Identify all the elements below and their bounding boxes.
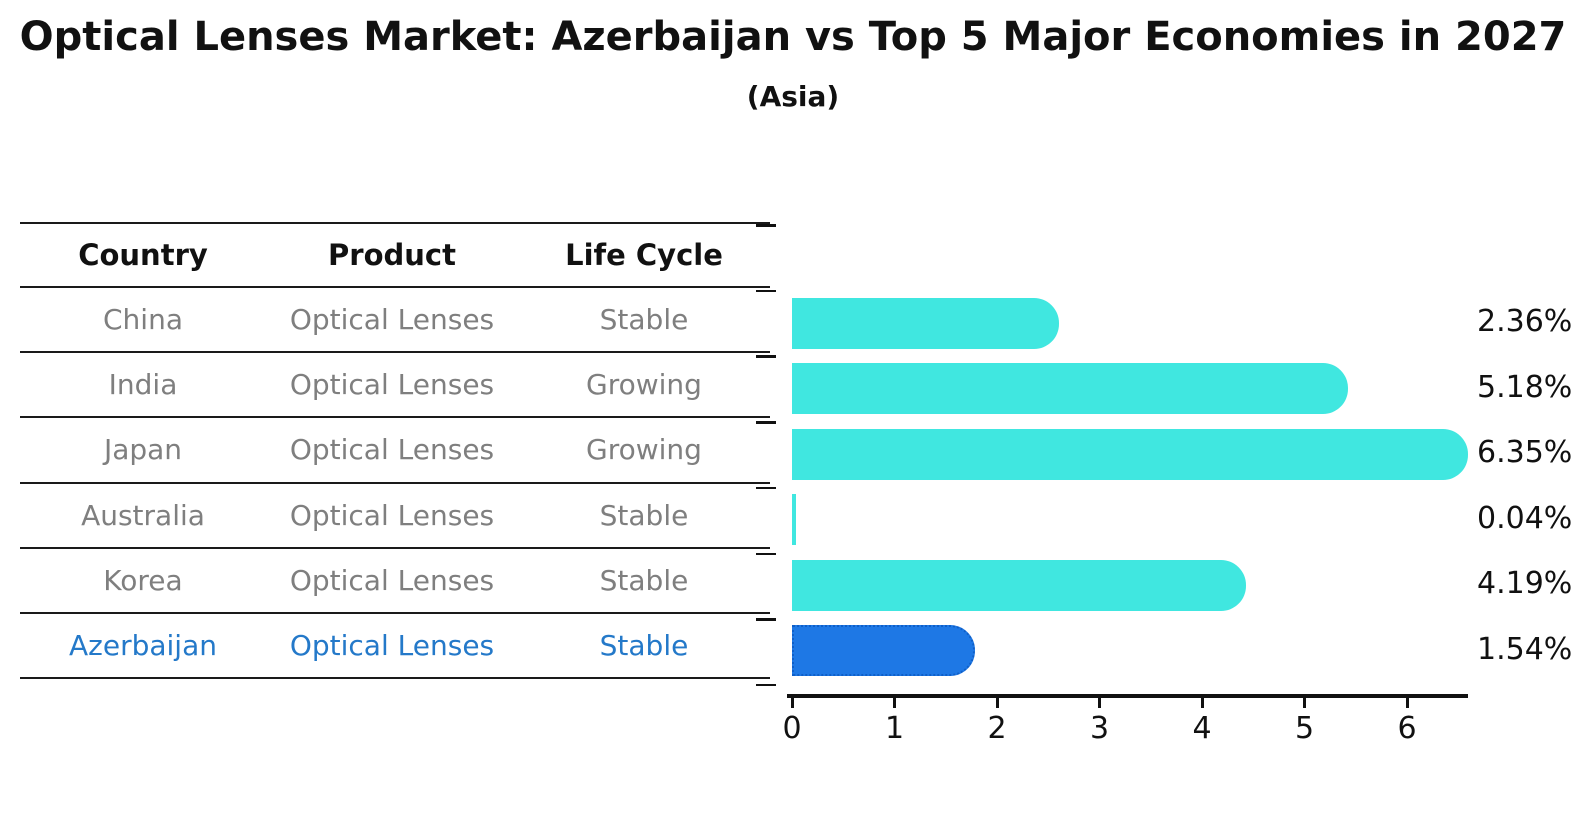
y-tick-mark-1: [756, 289, 776, 293]
table-header-product: Product: [328, 238, 456, 272]
x-tick-label-6: 6: [1397, 711, 1417, 746]
table-row-china: China Optical Lenses Stable: [20, 288, 770, 354]
y-tick-mark-0: [756, 224, 776, 227]
cell-product: Optical Lenses: [289, 498, 495, 532]
cell-life-cycle: Stable: [599, 498, 689, 532]
value-label-india: 5.18%: [1477, 369, 1573, 405]
cell-country: India: [108, 368, 178, 402]
table-body: China Optical Lenses Stable India Optical Le…: [20, 288, 770, 680]
y-tick-mark-6: [756, 618, 776, 621]
y-tick-mark-4: [756, 486, 776, 490]
country-table: Country Product Life Cycle China Optical …: [20, 222, 770, 680]
x-tick-mark-1: [893, 697, 896, 708]
cell-country: Australia: [81, 498, 205, 532]
cell-life-cycle: Growing: [586, 433, 702, 467]
x-tick-mark-3: [1098, 697, 1101, 708]
table-row-australia: Australia Optical Lenses Stable: [20, 484, 770, 549]
x-tick-mark-5: [1303, 697, 1306, 708]
table-row-azerbaijan: Azerbaijan Optical Lenses Stable: [20, 614, 770, 680]
x-tick-mark-6: [1405, 697, 1409, 708]
y-tick-mark-2: [756, 355, 776, 358]
cell-country: Japan: [103, 433, 183, 467]
bar-azerbaijan: [792, 625, 975, 676]
table-header-country: Country: [78, 238, 208, 272]
chart-subtitle: (Asia): [746, 80, 840, 113]
table-row-korea: Korea Optical Lenses Stable: [20, 549, 770, 614]
table-row-india: India Optical Lenses Growing: [20, 353, 770, 419]
x-tick-mark-0: [790, 697, 794, 708]
x-tick-label-2: 2: [987, 711, 1007, 746]
value-label-japan: 6.35%: [1477, 435, 1573, 470]
table-header-life-cycle: Life Cycle: [565, 238, 723, 272]
table-row-japan: Japan Optical Lenses Growing: [20, 418, 770, 484]
cell-life-cycle: Stable: [599, 563, 689, 597]
x-tick-label-3: 3: [1089, 711, 1110, 746]
cell-product: Optical Lenses: [289, 563, 495, 597]
x-axis-line: [787, 694, 1468, 698]
value-label-azerbaijan: 1.54%: [1477, 631, 1573, 667]
cell-life-cycle: Growing: [586, 368, 702, 402]
cell-life-cycle: Stable: [599, 629, 689, 663]
cell-country: China: [103, 303, 183, 337]
bar-japan: [792, 428, 1468, 480]
table-header-row: Country Product Life Cycle: [20, 224, 770, 288]
value-label-australia: 0.04%: [1477, 500, 1573, 536]
y-tick-mark-5: [756, 552, 776, 555]
cell-life-cycle: Stable: [599, 303, 689, 337]
x-tick-label-4: 4: [1192, 711, 1212, 746]
y-tick-mark-7: [756, 683, 776, 687]
bar-china: [792, 297, 1059, 349]
bar-australia: [792, 494, 797, 545]
y-tick-mark-3: [756, 421, 776, 424]
cell-product: Optical Lenses: [289, 433, 495, 467]
x-tick-label-1: 1: [884, 711, 905, 746]
bar-korea: [792, 559, 1247, 611]
chart-title: Optical Lenses Market: Azerbaijan vs Top…: [19, 14, 1567, 60]
cell-product: Optical Lenses: [289, 629, 495, 663]
x-tick-mark-2: [995, 697, 999, 708]
value-label-china: 2.36%: [1477, 304, 1573, 339]
bar-india: [792, 363, 1348, 414]
value-label-korea: 4.19%: [1477, 566, 1573, 601]
x-tick-label-0: 0: [782, 711, 802, 746]
cell-product: Optical Lenses: [289, 368, 495, 402]
cell-product: Optical Lenses: [289, 303, 495, 337]
cell-country: Azerbaijan: [69, 629, 217, 663]
cell-country: Korea: [103, 563, 183, 597]
x-tick-mark-4: [1200, 697, 1204, 708]
x-tick-label-5: 5: [1294, 711, 1315, 746]
